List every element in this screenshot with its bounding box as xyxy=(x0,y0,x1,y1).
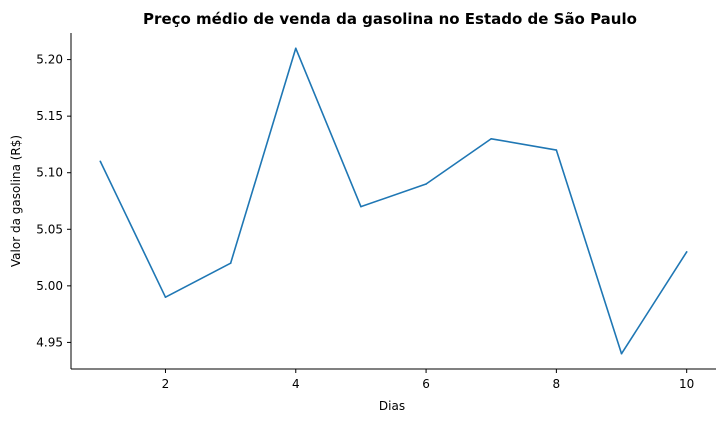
x-axis: 2 4 6 8 10 xyxy=(162,369,694,391)
x-axis-label: Dias xyxy=(379,399,405,413)
data-point xyxy=(294,47,297,50)
y-tick-label: 5.10 xyxy=(36,166,63,180)
plot-series xyxy=(99,47,688,355)
data-point xyxy=(99,160,102,163)
y-tick-label: 4.95 xyxy=(36,335,63,349)
y-axis: 4.95 5.00 5.05 5.10 5.15 5.20 xyxy=(36,53,71,349)
chart-title: Preço médio de venda da gasolina no Esta… xyxy=(143,10,637,28)
series-line-0 xyxy=(99,47,688,355)
y-axis-label: Valor da gasolina (R$) xyxy=(9,135,23,267)
x-tick-label: 6 xyxy=(422,377,430,391)
y-tick-label: 5.20 xyxy=(36,53,63,67)
y-tick-label: 5.00 xyxy=(36,279,63,293)
x-tick-label: 4 xyxy=(292,377,300,391)
y-tick-label: 5.05 xyxy=(36,222,63,236)
data-point xyxy=(685,251,688,253)
data-point xyxy=(555,149,558,151)
data-point xyxy=(164,296,167,298)
y-tick-label: 5.15 xyxy=(36,109,63,123)
data-point xyxy=(425,183,427,185)
x-tick-label: 2 xyxy=(162,377,170,391)
data-point xyxy=(490,137,493,140)
x-tick-label: 8 xyxy=(553,377,561,391)
data-point xyxy=(620,352,623,355)
data-point xyxy=(360,205,362,208)
x-tick-label: 10 xyxy=(679,377,694,391)
data-point xyxy=(229,262,232,265)
